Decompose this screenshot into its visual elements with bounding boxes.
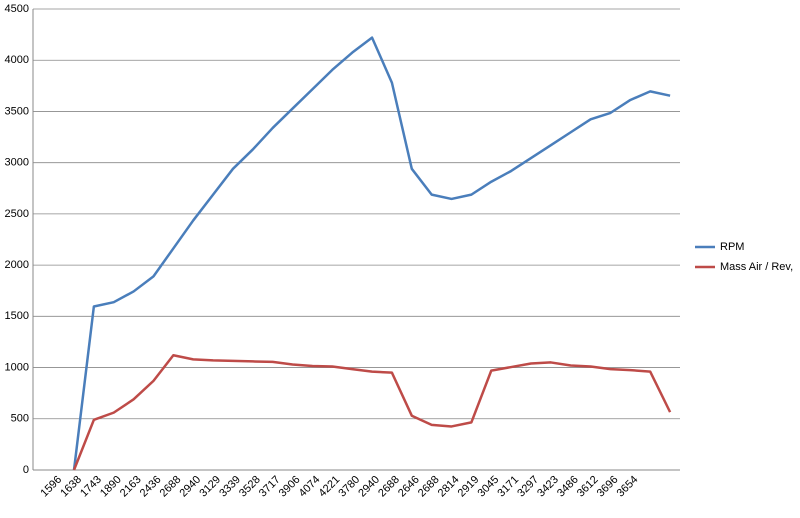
x-tick-label: 2940 [356,474,382,500]
x-tick-label: 3423 [535,474,561,500]
y-tick-label: 3000 [5,157,29,169]
x-tick-label: 2436 [138,474,164,500]
x-tick-label: 2688 [416,474,442,500]
series-line [72,36,671,471]
series-line [72,354,672,471]
y-tick-label: 1500 [5,310,29,322]
x-tick-label: 3696 [595,474,621,500]
x-tick-label: 2940 [177,474,203,500]
x-tick-label: 2688 [376,474,402,500]
x-tick-label: 2163 [118,474,144,500]
x-tick-label: 3906 [277,474,303,500]
y-tick-label: 0 [23,464,29,476]
x-tick-label: 3612 [575,474,601,500]
y-tick-label: 4000 [5,54,29,66]
x-tick-label: 3339 [217,474,243,500]
x-tick-label: 2814 [436,474,462,500]
y-tick-label: 500 [11,413,29,425]
y-tick-label: 3500 [5,105,29,117]
x-tick-label: 3171 [495,474,521,500]
x-tick-label: 3297 [515,474,541,500]
x-tick-label: 3654 [615,474,641,500]
x-tick-label: 2688 [158,474,184,500]
x-tick-label: 3717 [257,474,283,500]
x-tick-label: 4221 [317,474,343,500]
x-tick-label: 2919 [456,474,482,500]
x-tick-label: 3528 [237,474,263,500]
x-tick-label: 1596 [38,474,64,500]
y-tick-label: 2500 [5,208,29,220]
legend-label: Mass Air / Rev, [720,261,793,273]
x-tick-label: 3129 [197,474,223,500]
x-tick-label: 1638 [58,474,84,500]
x-tick-label: 3486 [555,474,581,500]
y-tick-label: 2000 [5,259,29,271]
legend-label: RPM [720,241,744,253]
y-tick-label: 4500 [5,3,29,15]
x-tick-label: 3045 [476,474,502,500]
x-tick-label: 1890 [98,474,124,500]
x-tick-label: 3780 [336,474,362,500]
x-tick-label: 1743 [78,474,104,500]
x-tick-label: 4074 [297,474,323,500]
x-tick-label: 2646 [396,474,422,500]
y-tick-label: 1000 [5,361,29,373]
